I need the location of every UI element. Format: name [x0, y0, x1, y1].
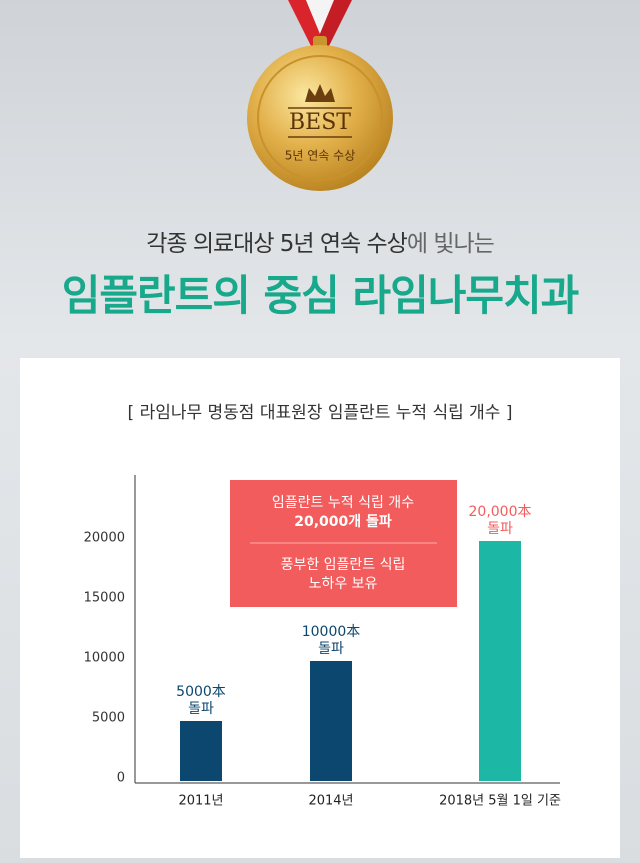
y-tick-label: 5000 [92, 711, 125, 726]
x-tick-label: 2014년 [308, 794, 353, 809]
subtitle-strong: 각종 의료대상 5년 연속 수상 [146, 231, 408, 257]
y-tick-label: 10000 [84, 651, 125, 666]
headline: 임플란트의 중심 라임나무치과 [61, 271, 580, 320]
medal-top: BEST [289, 110, 351, 135]
value-label-note: 돌파 [318, 641, 344, 657]
bar [180, 721, 222, 781]
callout-text: 노하우 보유 [309, 576, 378, 592]
value-label: 5000本 [176, 684, 226, 700]
callout-text: 20,000개 돌파 [294, 514, 392, 530]
y-tick-label: 0 [117, 771, 125, 786]
subtitle-rest: 에 빛나는 [406, 231, 495, 257]
subtitle: 각종 의료대상 5년 연속 수상에 빛나는 [0, 224, 640, 258]
y-tick-label: 20000 [84, 531, 125, 546]
value-label-note: 돌파 [487, 521, 513, 537]
callout-text: 풍부한 임플란트 식립 [281, 557, 406, 573]
bar [479, 541, 521, 781]
callout-text: 임플란트 누적 식립 개수 [272, 495, 414, 511]
value-label: 20,000本 [469, 504, 532, 520]
medal: BEST 5년 연속 수상 [247, 0, 393, 191]
chart-title: [ 라임나무 명동점 대표원장 임플란트 누적 식립 개수 ] [128, 403, 513, 423]
value-label-note: 돌파 [188, 701, 214, 717]
medal-sub: 5년 연속 수상 [285, 149, 355, 163]
y-tick-label: 15000 [84, 591, 125, 606]
x-tick-label: 2011년 [178, 794, 223, 809]
x-tick-label: 2018년 5월 1일 기준 [439, 794, 561, 809]
bar [310, 661, 352, 781]
value-label: 10000本 [302, 624, 361, 640]
